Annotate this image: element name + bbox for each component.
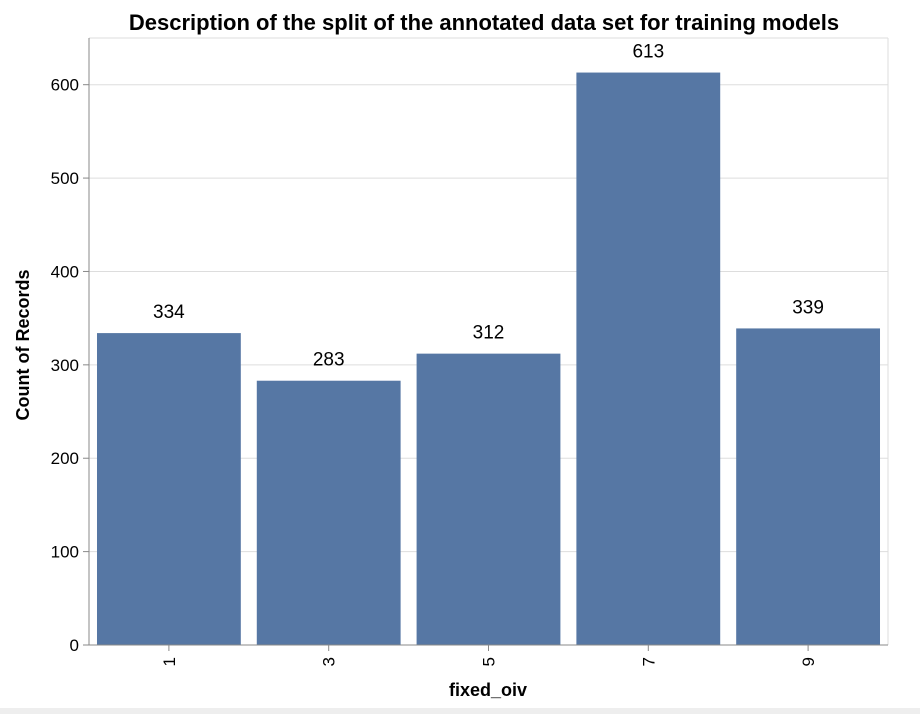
bar-7 [576,72,721,645]
data-label-3: 283 [313,350,345,371]
y-tick-label: 400 [51,262,79,281]
x-tick-label: 1 [160,657,179,666]
data-label-7: 613 [632,42,664,63]
y-tick-label: 200 [51,449,79,468]
y-tick-label: 0 [70,636,79,655]
bar-9 [736,328,881,645]
bars [96,72,881,645]
bottom-strip [0,708,920,714]
data-labels: 334 283 312 613 339 [153,42,824,371]
x-tick-label: 7 [639,657,658,666]
bar-5 [416,353,561,645]
bar-1 [96,333,241,645]
y-tick-label: 500 [51,169,79,188]
x-axis-title: fixed_oiv [449,680,527,700]
x-tick-label: 9 [799,657,818,666]
data-label-9: 339 [792,297,824,318]
x-axis: 1 3 5 7 9 [89,644,888,666]
data-label-5: 312 [473,323,505,344]
chart-title: Description of the split of the annotate… [129,10,839,35]
bar-3 [256,380,401,645]
y-tick-label: 300 [51,356,79,375]
y-tick-label: 100 [51,543,79,562]
y-axis: 0 100 200 300 400 500 600 [51,38,90,655]
data-label-1: 334 [153,302,185,323]
x-tick-label: 3 [320,657,339,666]
y-axis-title: Count of Records [13,270,33,421]
x-tick-label: 5 [480,657,499,666]
y-tick-label: 600 [51,76,79,95]
